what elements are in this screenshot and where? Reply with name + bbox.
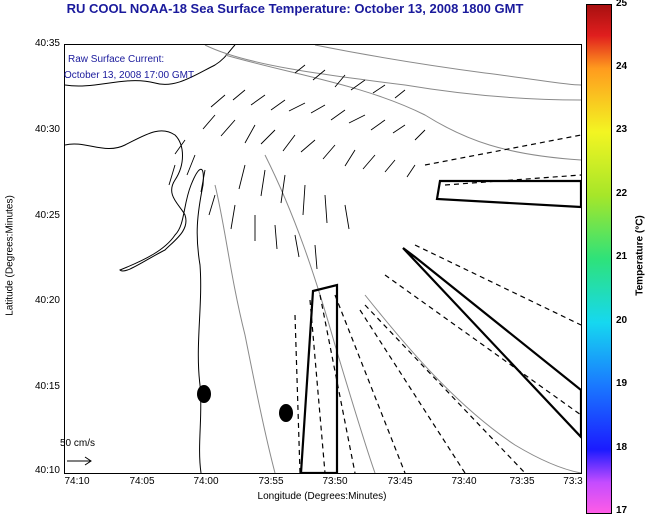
colorbar-tick: 21 bbox=[616, 251, 628, 262]
x-tick: 74:10 bbox=[64, 476, 90, 487]
bathymetry-contours bbox=[204, 45, 581, 473]
colorbar-tick: 20 bbox=[616, 315, 628, 326]
coastline-north bbox=[65, 45, 236, 87]
map-canvas bbox=[65, 45, 581, 473]
legend-line-2: October 13, 2008 17:00 GMT bbox=[64, 70, 195, 81]
y-tick: 40:20 bbox=[34, 295, 60, 306]
colorbar-tick: 19 bbox=[616, 378, 628, 389]
colorbar-label: Temperature (°C) bbox=[634, 215, 646, 296]
scale-label: 50 cm/s bbox=[60, 438, 96, 449]
legend-line-1: Raw Surface Current: bbox=[68, 54, 165, 65]
y-tick: 40:15 bbox=[34, 381, 60, 392]
scale-arrow bbox=[67, 456, 92, 466]
y-tick: 40:35 bbox=[34, 38, 60, 49]
x-tick: 73:50 bbox=[322, 476, 348, 487]
colorbar-tick: 24 bbox=[616, 61, 628, 72]
y-tick: 40:10 bbox=[34, 465, 60, 476]
buoy-marker bbox=[279, 404, 293, 422]
colorbar-tick: 25 bbox=[616, 0, 628, 9]
buoy-marker bbox=[197, 385, 211, 403]
map-plot-area[interactable] bbox=[64, 44, 582, 474]
radar-beams bbox=[294, 134, 581, 473]
radar-beam-outlines bbox=[299, 179, 581, 473]
y-tick: 40:25 bbox=[34, 210, 60, 221]
x-axis-label: Longitude (Degrees:Minutes) bbox=[257, 491, 387, 502]
colorbar-tick: 18 bbox=[616, 442, 628, 453]
y-tick: 40:30 bbox=[34, 124, 60, 135]
x-tick: 74:00 bbox=[193, 476, 219, 487]
x-tick: 73:55 bbox=[258, 476, 284, 487]
x-tick: 73:3 bbox=[563, 476, 583, 487]
coastline bbox=[65, 130, 204, 473]
x-tick: 74:05 bbox=[129, 476, 155, 487]
x-tick: 73:40 bbox=[451, 476, 477, 487]
y-axis-label: Latitude (Degrees:Minutes) bbox=[4, 195, 16, 316]
colorbar-tick: 22 bbox=[616, 188, 628, 199]
colorbar-tick: 23 bbox=[616, 124, 628, 135]
map-title: RU COOL NOAA-18 Sea Surface Temperature:… bbox=[66, 1, 524, 16]
x-tick: 73:45 bbox=[387, 476, 413, 487]
current-vectors bbox=[168, 64, 426, 270]
temperature-colorbar bbox=[586, 4, 612, 514]
x-tick: 73:35 bbox=[509, 476, 535, 487]
colorbar-tick: 17 bbox=[616, 505, 628, 516]
